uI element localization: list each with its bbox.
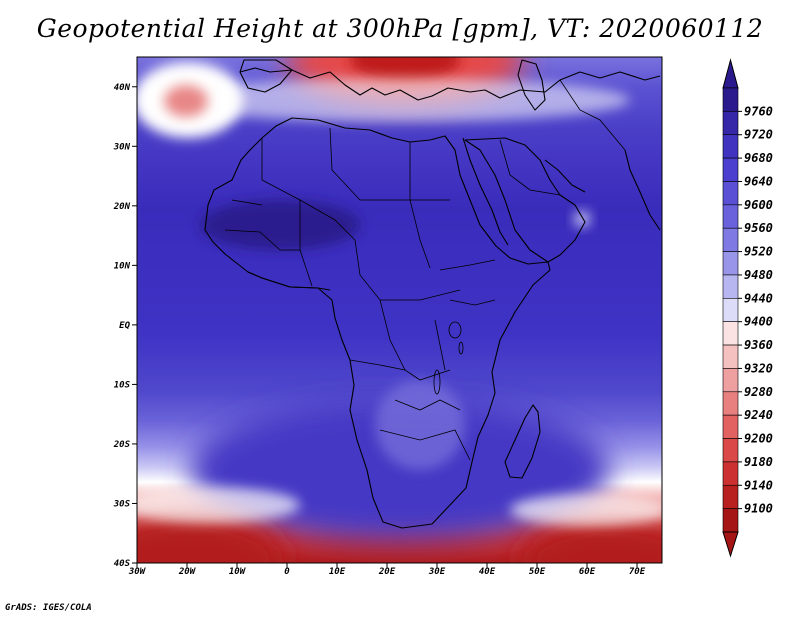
lon-tick-label: 10E (329, 567, 346, 577)
grads-credit: GrADS: IGES/COLA (5, 603, 92, 613)
lat-tick-label: 10N (114, 261, 131, 271)
lon-tick-label: 70E (629, 567, 646, 577)
colorbar-swatch (722, 227, 739, 252)
latitude-axis: 40N 30N 20N 10N EQ 10S 20S 30S 40S (113, 83, 137, 569)
colorbar-level-label: 9640 (744, 174, 773, 188)
colorbar-level-label: 9400 (744, 315, 773, 329)
southern-europe (239, 67, 661, 101)
lat-tick-label: 30S (113, 499, 131, 509)
colorbar-level-label: 9680 (744, 151, 773, 165)
lat-tick-label: 20S (113, 440, 131, 450)
north-ridge-core (350, 57, 460, 82)
iberia (239, 59, 293, 93)
colorbar-swatch (722, 134, 739, 159)
lat-tick-label: 20N (113, 202, 131, 212)
colorbar-swatch (722, 274, 739, 299)
longitude-axis: 30W 20W 10W 0 10E 20E 30E 40E 50E 60E 70E (128, 563, 646, 577)
lat-tick-label: EQ (119, 321, 130, 331)
colorbar-swatch (722, 438, 739, 463)
south-ridge-east (520, 520, 662, 563)
lon-tick-label: 50E (529, 567, 546, 577)
colorbar-swatch (722, 344, 739, 369)
south-white-east (510, 494, 662, 526)
colorbar-swatch (722, 484, 739, 509)
south-ridge-west (137, 515, 285, 563)
colorbar-level-label: 9440 (744, 291, 773, 305)
colorbar-swatch (722, 111, 739, 136)
colorbar-swatch (722, 251, 739, 276)
colorbar-level-label: 9720 (744, 128, 773, 142)
persian-gulf (544, 159, 586, 193)
colorbar-level-label: 9280 (744, 385, 773, 399)
north-white-band (170, 78, 630, 122)
colorbar-level-label: 9100 (744, 502, 773, 516)
southern-africa-lighter (375, 380, 465, 470)
colorbar-top-arrow (722, 58, 739, 89)
colorbar-swatch (722, 414, 739, 439)
colorbar-level-label: 9240 (744, 408, 773, 422)
arabian-sea-spot (574, 211, 590, 227)
colorbar-level-label: 9140 (744, 478, 773, 492)
lat-tick-label: 30N (113, 142, 131, 152)
colorbar-level-label: 9760 (744, 104, 773, 118)
colorbar-bottom-arrow (722, 531, 739, 558)
colorbar-swatch (722, 87, 739, 112)
map-frame (136, 56, 663, 564)
lat-tick-label: 10S (114, 380, 131, 390)
colorbar-level-label: 9320 (744, 361, 773, 375)
lon-tick-label: 10W (229, 567, 247, 577)
red-sea (462, 137, 509, 246)
colorbar-swatch (722, 368, 739, 393)
map-title: Geopotential Height at 300hPa [gpm], VT:… (36, 14, 764, 43)
lon-tick-label: 30E (428, 567, 446, 577)
colorbar-swatch (722, 508, 739, 533)
colorbar-level-label: 9560 (744, 221, 773, 235)
lon-tick-label: 30W (128, 567, 147, 577)
colorbar-level-label: 9360 (744, 338, 773, 352)
lon-tick-label: 20W (178, 567, 197, 577)
india-coast (624, 149, 661, 231)
colorbar-swatch (722, 157, 739, 182)
coastlines (204, 59, 661, 529)
lon-tick-label: 60E (579, 567, 596, 577)
colorbar-swatch (722, 461, 739, 486)
atlantic-cutoff-low-core (164, 85, 208, 117)
west-africa-high (200, 200, 360, 250)
colorbar-level-label: 9200 (744, 432, 773, 446)
lakes (433, 321, 464, 395)
map-field (137, 57, 662, 563)
colorbar-swatch (722, 181, 739, 206)
lon-tick-label: 20E (378, 567, 396, 577)
colorbar: 9760 9720 9680 9640 9600 9560 9520 9480 9440 9400… (722, 58, 773, 558)
gulf-of-guinea-coast (247, 271, 331, 291)
colorbar-swatch (722, 321, 739, 346)
arabian-peninsula (464, 137, 586, 263)
lat-tick-label: 40S (114, 559, 131, 569)
colorbar-level-label: 9180 (744, 455, 773, 469)
colorbar-swatch (722, 204, 739, 229)
lon-tick-label: 40E (479, 567, 496, 577)
madagascar (504, 404, 541, 479)
colorbar-level-label: 9480 (744, 268, 773, 282)
country-borders (224, 79, 626, 461)
colorbar-swatch (722, 391, 739, 416)
colorbar-level-label: 9600 (744, 198, 773, 212)
south-white-west (137, 487, 300, 523)
lon-tick-label: 0 (284, 567, 290, 577)
colorbar-level-label: 9520 (744, 245, 773, 259)
lat-tick-label: 40N (114, 83, 131, 93)
caspian-sea (517, 59, 546, 111)
colorbar-swatch (722, 298, 739, 322)
